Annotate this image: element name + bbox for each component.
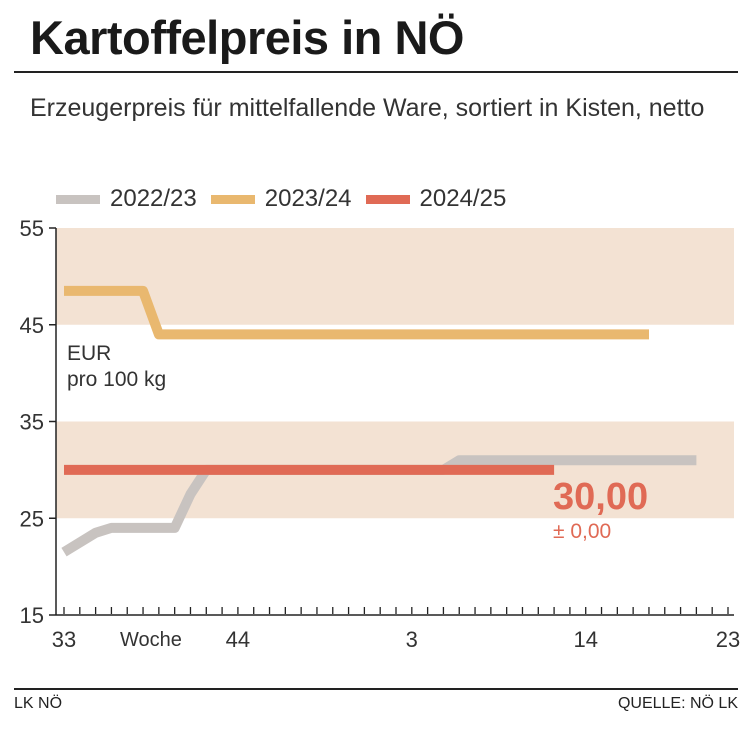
y-tick-label: 35	[20, 410, 44, 435]
legend-item-2024-25: 2024/25	[365, 185, 507, 213]
legend-swatch	[210, 194, 255, 204]
y-tick-label: 25	[20, 506, 44, 531]
x-tick-label: 14	[573, 627, 597, 652]
y-unit-label: pro 100 kg	[67, 368, 166, 391]
shaded-band	[56, 228, 734, 325]
legend-swatch	[365, 194, 410, 204]
y-tick-label: 55	[20, 216, 44, 241]
x-tick-label: 3	[406, 627, 418, 652]
x-tick-label: 23	[716, 627, 740, 652]
legend-swatch	[56, 194, 100, 204]
chart-subtitle: Erzeugerpreis für mittelfallende Ware, s…	[30, 94, 705, 122]
legend-label: 2024/25	[419, 185, 507, 212]
y-unit-label: EUR	[67, 342, 111, 365]
y-tick-label: 45	[20, 313, 44, 338]
footer-credit: LK NÖ	[14, 695, 63, 712]
series-line-2022-23	[61, 455, 697, 557]
x-tick-label: 44	[226, 627, 250, 652]
y-tick-label: 15	[20, 603, 44, 628]
legend-item-2022-23: 2022/23	[56, 185, 197, 213]
x-tick-label: 33	[52, 627, 76, 652]
top-rule	[14, 71, 738, 73]
chart-title: Kartoffelpreis in NÖ	[30, 11, 464, 64]
footer-source: QUELLE: NÖ LK	[617, 695, 738, 712]
change-label: ± 0,00	[553, 520, 611, 543]
legend: 2022/23 2023/24 2024/25	[56, 184, 520, 214]
series-line-2023-24	[64, 285, 649, 340]
bottom-rule	[14, 688, 738, 690]
x-axis-label: Woche	[120, 629, 182, 651]
legend-item-2023-24: 2023/24	[210, 185, 352, 213]
legend-label: 2023/24	[264, 185, 352, 212]
current-value-label: 30,00	[553, 476, 648, 518]
legend-label: 2022/23	[110, 185, 197, 212]
